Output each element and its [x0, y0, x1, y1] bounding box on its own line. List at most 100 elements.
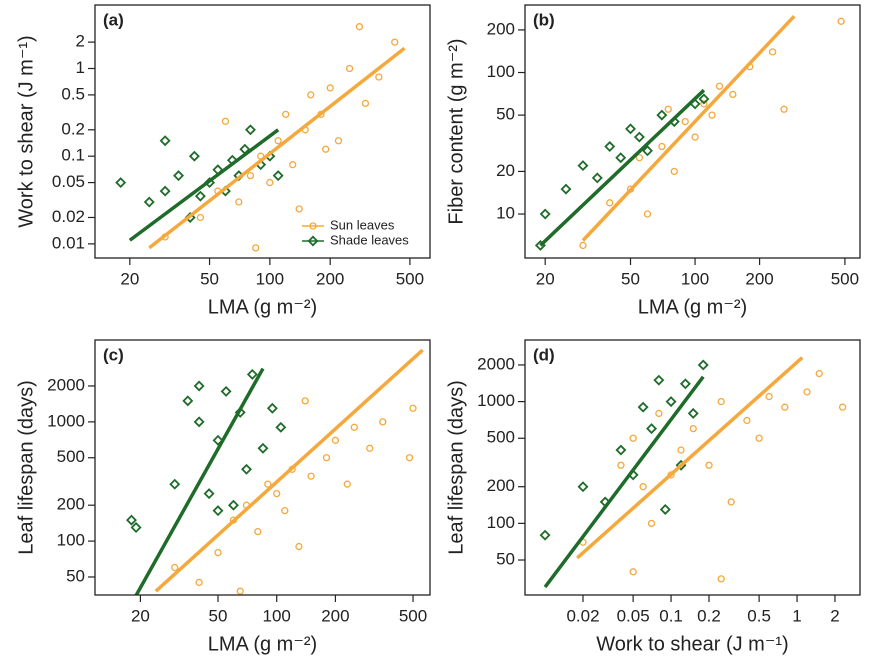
point: [705, 461, 713, 469]
point: [765, 392, 773, 401]
point: [639, 483, 647, 491]
point: [643, 210, 652, 218]
point: [244, 124, 256, 136]
fit-line: [576, 356, 804, 560]
point: [670, 167, 678, 176]
point: [203, 488, 215, 500]
point: [331, 436, 340, 444]
point: [577, 481, 589, 493]
point: [159, 185, 171, 197]
point: [405, 454, 414, 462]
point: [606, 199, 614, 207]
point: [322, 145, 330, 153]
point: [689, 424, 697, 433]
x-tick-label: 20: [131, 606, 150, 625]
x-tick-label: 50: [621, 269, 640, 288]
point: [755, 434, 763, 442]
point: [350, 423, 358, 431]
point: [664, 105, 672, 113]
point: [838, 403, 847, 411]
point: [698, 93, 710, 105]
point: [246, 171, 255, 180]
point: [560, 183, 572, 195]
x-tick-label: 0.2: [697, 606, 721, 625]
point: [708, 111, 716, 119]
point: [691, 133, 699, 141]
point: [169, 478, 181, 490]
point: [143, 196, 155, 208]
point: [246, 368, 258, 380]
point: [803, 388, 811, 396]
point: [577, 160, 589, 172]
panel-label: (b): [533, 10, 555, 29]
panel-label: (c): [103, 345, 124, 364]
point: [221, 117, 230, 125]
point: [633, 131, 645, 143]
y-tick-label: 1000: [477, 391, 515, 410]
fit-line: [134, 367, 265, 595]
y-tick-label: 20: [496, 161, 515, 180]
x-axis-title: LMA (g m⁻²): [638, 296, 747, 318]
x-tick-label: 2: [830, 606, 839, 625]
x-tick-label: 500: [399, 606, 427, 625]
x-tick-label: 0.05: [617, 606, 650, 625]
point: [194, 190, 206, 202]
point: [159, 135, 171, 147]
point: [681, 117, 689, 126]
point: [289, 161, 297, 169]
point: [196, 213, 205, 222]
point: [235, 198, 243, 206]
point: [375, 73, 383, 81]
panel: 20 50 100 200 500 0.01 0.02 0.05 0.1 0.2 0.5 1 2 LMA …: [15, 4, 431, 318]
point: [115, 177, 127, 189]
point: [655, 409, 663, 418]
x-axis-title: LMA (g m⁻²): [208, 633, 317, 655]
point: [743, 416, 751, 425]
point: [629, 568, 637, 576]
point: [343, 480, 351, 488]
point: [615, 444, 627, 456]
point: [768, 48, 777, 56]
panel: 0.02 0.05 0.1 0.2 0.5 1 2 50 100 200 500 1000 2000 Wo…: [445, 339, 861, 655]
y-tick-label: 50: [496, 549, 515, 568]
point: [252, 244, 260, 252]
point: [182, 395, 194, 407]
panel: 20 50 100 200 500 10 20 50 100 200 LMA (g m⁻²) Fibe…: [445, 4, 861, 318]
y-tick-label: 0.02: [52, 207, 85, 226]
point: [687, 407, 699, 419]
point: [717, 575, 725, 583]
plot-frame: [524, 4, 861, 259]
x-tick-label: 100: [263, 606, 291, 625]
point: [642, 145, 653, 157]
point: [729, 90, 737, 99]
point: [659, 504, 671, 515]
point: [326, 84, 334, 92]
fit-line: [581, 15, 796, 242]
point: [171, 563, 179, 572]
point: [361, 99, 370, 108]
point: [837, 17, 845, 25]
point: [241, 463, 252, 475]
point: [635, 154, 644, 162]
x-axis-title: Work to shear (J m⁻¹): [596, 633, 788, 655]
point: [193, 416, 205, 428]
point: [195, 578, 203, 587]
fit-line: [148, 46, 406, 250]
point: [274, 137, 282, 145]
point: [815, 369, 823, 378]
y-tick-label: 200: [57, 495, 85, 514]
y-tick-label: 50: [496, 105, 515, 124]
point: [322, 454, 331, 462]
point: [214, 548, 222, 557]
point: [727, 498, 735, 506]
point: [282, 110, 290, 119]
y-tick-label: 0.05: [52, 172, 85, 191]
point: [212, 505, 224, 517]
plot-frame: [524, 339, 861, 596]
point: [617, 461, 625, 469]
y-axis-title: Leaf lifespan (days): [15, 380, 37, 555]
plot-area: [126, 348, 424, 595]
x-tick-label: 1: [792, 606, 801, 625]
point: [366, 444, 374, 452]
